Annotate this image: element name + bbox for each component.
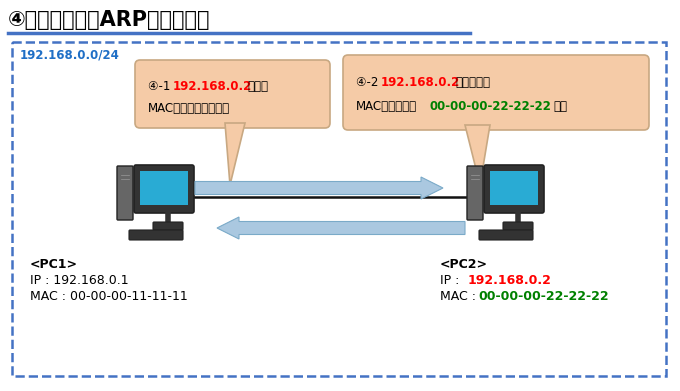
FancyBboxPatch shape xyxy=(503,222,533,230)
FancyBboxPatch shape xyxy=(467,166,483,220)
Text: 00-00-00-22-22-22: 00-00-00-22-22-22 xyxy=(430,99,552,113)
Polygon shape xyxy=(225,123,245,185)
FancyBboxPatch shape xyxy=(490,171,538,205)
FancyArrow shape xyxy=(217,217,465,239)
Text: ④-2: ④-2 xyxy=(356,75,382,88)
Text: MACアドレス教えて～: MACアドレス教えて～ xyxy=(148,102,230,115)
Text: IP :: IP : xyxy=(440,274,463,287)
Text: MACアドレスは: MACアドレスは xyxy=(356,99,417,113)
Text: 192.168.0.0/24: 192.168.0.0/24 xyxy=(20,48,120,61)
Text: 00-00-00-22-22-22: 00-00-00-22-22-22 xyxy=(478,290,609,303)
FancyBboxPatch shape xyxy=(12,42,666,376)
FancyArrow shape xyxy=(195,177,443,199)
Text: 192.168.0.2: 192.168.0.2 xyxy=(381,75,460,88)
Polygon shape xyxy=(465,125,490,185)
FancyBboxPatch shape xyxy=(479,230,533,240)
Text: MAC :: MAC : xyxy=(440,290,480,303)
FancyBboxPatch shape xyxy=(140,171,188,205)
FancyBboxPatch shape xyxy=(129,230,183,240)
Text: <PC1>: <PC1> xyxy=(30,258,78,271)
Text: は私です～: は私です～ xyxy=(455,75,490,88)
Text: の人、: の人、 xyxy=(247,81,268,93)
FancyBboxPatch shape xyxy=(343,55,649,130)
Text: です: です xyxy=(553,99,567,113)
Text: <PC2>: <PC2> xyxy=(440,258,488,271)
FancyBboxPatch shape xyxy=(117,166,133,220)
Text: ④-1: ④-1 xyxy=(148,81,174,93)
Text: MAC : 00-00-00-11-11-11: MAC : 00-00-00-11-11-11 xyxy=(30,290,188,303)
FancyBboxPatch shape xyxy=(135,60,330,128)
Text: IP : 192.168.0.1: IP : 192.168.0.1 xyxy=(30,274,129,287)
Text: ④知らない場合ARPを実行する: ④知らない場合ARPを実行する xyxy=(8,10,211,30)
Text: 192.168.0.2: 192.168.0.2 xyxy=(468,274,552,287)
FancyBboxPatch shape xyxy=(134,165,194,213)
FancyBboxPatch shape xyxy=(484,165,544,213)
Text: 192.168.0.2: 192.168.0.2 xyxy=(173,81,252,93)
FancyBboxPatch shape xyxy=(153,222,183,230)
